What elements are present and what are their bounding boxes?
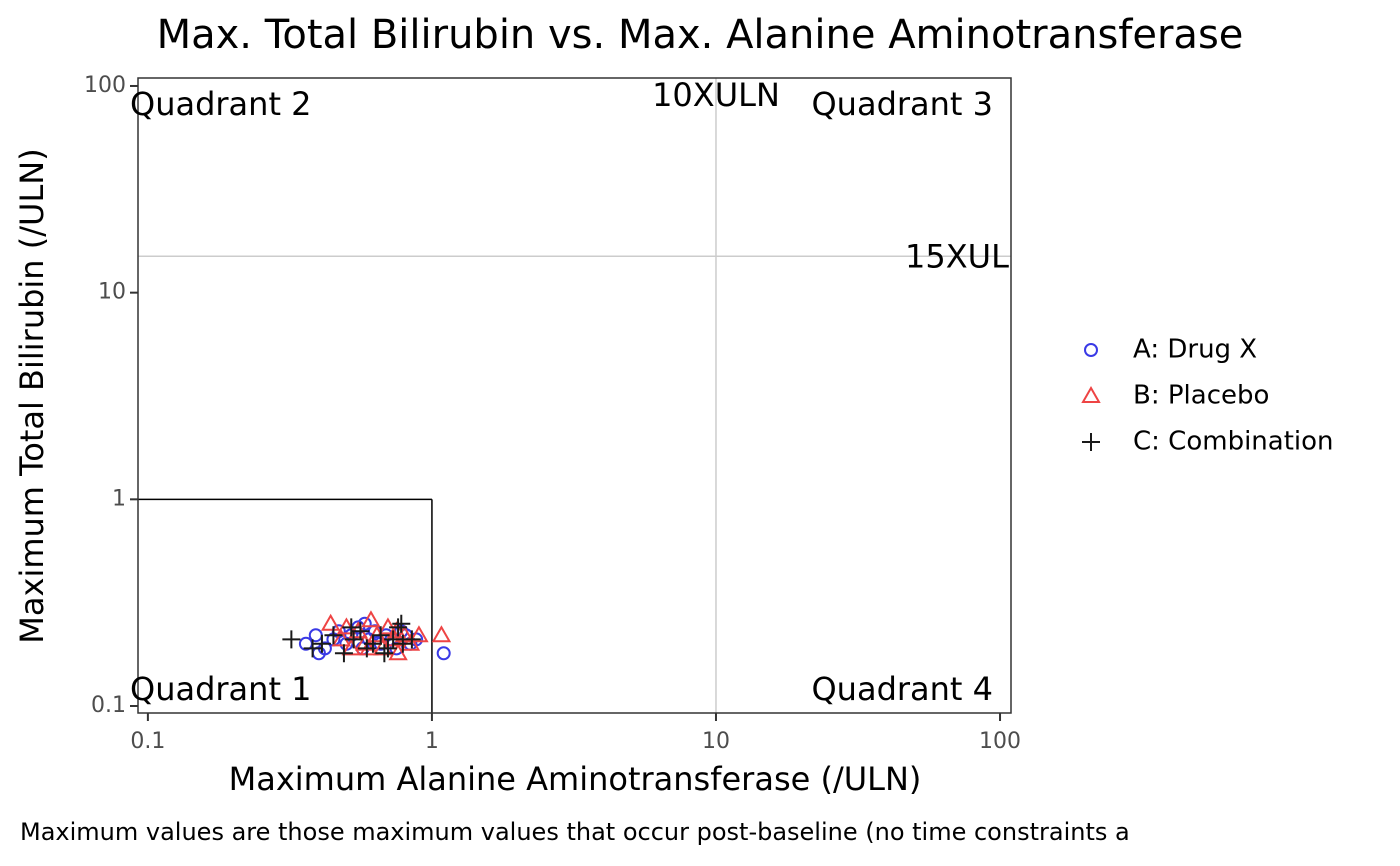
point <box>303 639 322 658</box>
y-tick-label: 100 <box>84 73 126 98</box>
y-tick-label: 0.1 <box>91 693 126 718</box>
point <box>436 646 451 661</box>
y-axis-title: Maximum Total Bilirubin (/ULN) <box>13 148 51 643</box>
quadrant-label: Quadrant 1 <box>130 670 312 708</box>
point <box>324 626 343 645</box>
axes: 0.1 1 10 100 0.1 1 10 100 <box>84 73 1021 754</box>
x-tick-label: 1 <box>425 729 439 754</box>
chart-title: Max. Total Bilirubin vs. Max. Alanine Am… <box>157 12 1244 58</box>
point <box>394 625 415 643</box>
point <box>384 630 403 649</box>
legend-swatch <box>1081 385 1101 403</box>
legend-swatch <box>1084 343 1098 357</box>
point <box>282 630 301 649</box>
y-tick-label: 10 <box>98 280 126 305</box>
legend-label: A: Drug X <box>1133 335 1257 365</box>
quadrant-label: Quadrant 3 <box>811 85 993 123</box>
point <box>341 638 361 656</box>
point <box>393 634 412 653</box>
reference-label: 10XULN <box>652 76 780 114</box>
point <box>431 625 452 643</box>
point <box>389 618 408 637</box>
plot-area: 10XULN 15XULN <box>138 76 1033 713</box>
point <box>409 625 429 643</box>
point <box>361 610 381 628</box>
y-tick-label: 1 <box>112 486 126 511</box>
point <box>312 634 331 653</box>
x-tick-label: 10 <box>702 729 730 754</box>
legend-swatch <box>1082 433 1100 451</box>
legend-label: B: Placebo <box>1133 381 1269 411</box>
legend: A: Drug X B: Placebo C: Combination <box>1081 335 1334 457</box>
point <box>355 633 375 651</box>
point <box>402 630 421 649</box>
footnote: Maximum values are those maximum values … <box>20 818 1130 846</box>
point <box>363 634 382 653</box>
point <box>320 613 341 631</box>
point <box>342 618 361 637</box>
point <box>392 614 411 633</box>
point <box>371 626 390 645</box>
reference-label: 15XULN <box>905 237 1033 275</box>
x-axis-title: Maximum Alanine Aminotransferase (/ULN) <box>229 760 922 798</box>
x-tick-label: 0.1 <box>130 729 165 754</box>
panel-border <box>137 77 1012 714</box>
point <box>334 644 353 663</box>
legend-label: C: Combination <box>1133 427 1334 457</box>
point <box>331 629 352 647</box>
point <box>372 638 393 656</box>
point <box>375 644 394 663</box>
quadrant-label: Quadrant 4 <box>811 670 993 708</box>
quadrant-label: Quadrant 2 <box>130 85 312 123</box>
point <box>351 622 370 641</box>
point <box>400 633 421 651</box>
x-tick-label: 100 <box>979 729 1021 754</box>
